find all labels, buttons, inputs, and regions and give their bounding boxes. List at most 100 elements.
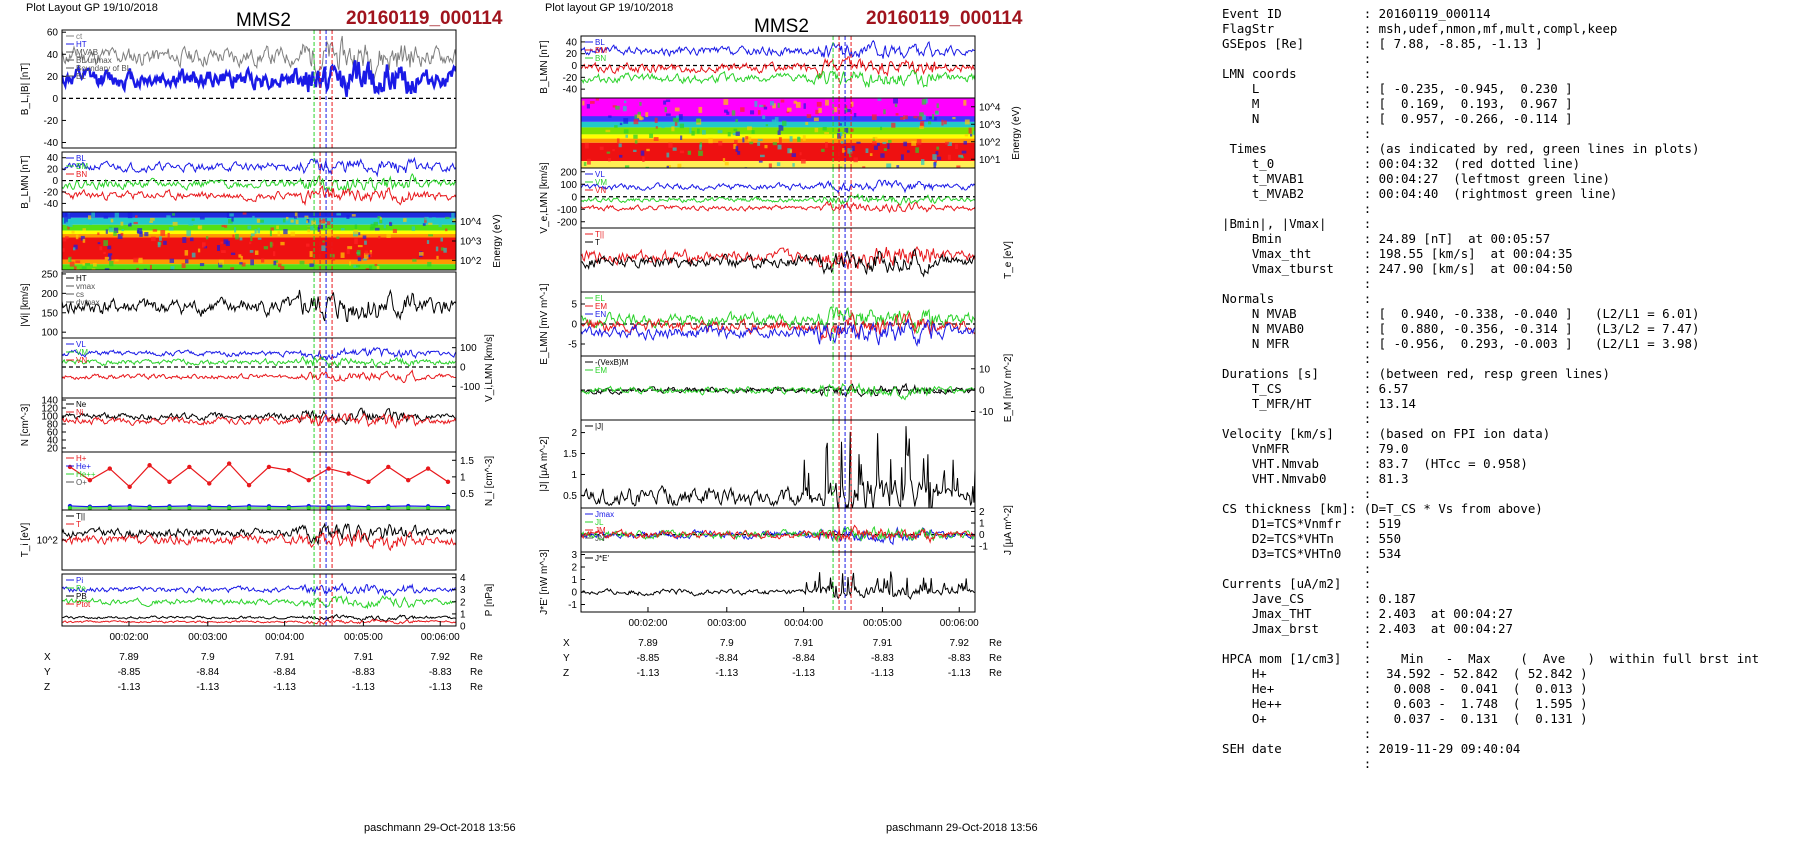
spectrogram-pixel xyxy=(886,163,892,168)
spectrogram-pixel xyxy=(152,229,158,232)
spectrogram-pixel xyxy=(356,249,361,256)
series-line xyxy=(581,201,975,214)
x-tick-label: 00:04:00 xyxy=(265,632,304,643)
spectrogram-pixel xyxy=(427,261,432,267)
spectrogram-pixel xyxy=(941,119,944,126)
series-line xyxy=(581,69,975,89)
spectrogram-pixel xyxy=(697,167,702,168)
spectrogram-pixel xyxy=(97,242,101,245)
spectrogram-pixel xyxy=(958,154,963,158)
panel-frame xyxy=(580,551,976,613)
summary-line: FlagStr : msh,udef,nmon,mf,mult,compl,ke… xyxy=(1222,21,1618,36)
spectrogram-pixel xyxy=(842,148,845,153)
summary-line: Durations [s] : (between red, resp green… xyxy=(1222,366,1610,381)
spectrogram-pixel xyxy=(250,233,255,237)
spectrogram-pixel xyxy=(844,107,848,113)
coord-row-name: Y xyxy=(44,667,51,678)
spectrogram-pixel xyxy=(278,263,282,268)
spectrogram-pixel xyxy=(806,114,812,119)
spectrogram-pixel xyxy=(699,144,702,150)
spectrogram-pixel xyxy=(934,157,938,163)
spectrogram-pixel xyxy=(426,240,430,244)
legend-label: BL unmax xyxy=(76,56,112,65)
spectrogram-pixel xyxy=(655,126,658,129)
spectrogram-pixel xyxy=(674,107,680,112)
spectrogram-pixel xyxy=(747,136,752,142)
summary-line: CS thickness [km]: (D=T_CS * Vs from abo… xyxy=(1222,501,1543,516)
spectrogram-pixel xyxy=(205,236,209,240)
coord-unit: Re xyxy=(989,668,1002,679)
panel-frame xyxy=(580,167,976,229)
legend-label: Pi xyxy=(76,576,83,585)
y-tick-label: 10^3 xyxy=(979,120,1001,131)
spectrogram-pixel xyxy=(919,112,924,117)
spectrogram-pixel xyxy=(280,266,285,270)
spectrogram-pixel xyxy=(149,220,153,223)
spectrogram-pixel xyxy=(85,263,91,266)
spectrogram-pixel xyxy=(68,256,72,262)
spectrogram-pixel xyxy=(679,123,685,129)
spectrogram-band xyxy=(581,134,975,139)
spectrogram-pixel xyxy=(749,141,754,145)
series-line xyxy=(62,618,456,625)
y-tick-label: 0 xyxy=(571,61,577,72)
spectrogram-pixel xyxy=(608,115,612,118)
spectrogram-pixel xyxy=(844,105,848,109)
spectrogram-pixel xyxy=(634,140,638,144)
legend-label: dvmax xyxy=(76,298,100,307)
data-point xyxy=(107,466,112,471)
spectrogram-pixel xyxy=(616,138,620,144)
spectrogram-pixel xyxy=(336,236,340,240)
spectrogram-pixel xyxy=(364,240,367,245)
summary-line: |Bmin|, |Vmax| : xyxy=(1222,216,1372,231)
data-point xyxy=(266,464,272,470)
spectrogram-pixel xyxy=(358,232,361,236)
summary-line: He++ : 0.603 - 1.748 ( 1.595 ) xyxy=(1222,696,1588,711)
coord-unit: Re xyxy=(989,638,1002,649)
spectrogram-pixel xyxy=(928,116,932,119)
spectrogram-pixel xyxy=(340,252,345,258)
spectrogram-pixel xyxy=(893,98,898,104)
left-plot-header: Plot Layout GP 19/10/2018 xyxy=(26,2,158,14)
spectrogram-pixel xyxy=(67,226,70,230)
y-tick-label: 20 xyxy=(47,444,59,455)
spectrogram-pixel xyxy=(445,216,450,220)
spectrogram-pixel xyxy=(62,238,67,242)
y-tick-label: -200 xyxy=(557,217,577,228)
spectrogram-pixel xyxy=(701,130,706,135)
spectrogram-pixel xyxy=(723,99,729,105)
spectrogram-pixel xyxy=(668,142,673,148)
spectrogram-pixel xyxy=(843,138,846,142)
series-line xyxy=(62,529,456,552)
spectrogram-pixel xyxy=(290,231,296,237)
spectrogram-pixel xyxy=(250,259,254,266)
y-tick-label: 0 xyxy=(571,320,577,331)
series-line xyxy=(581,56,975,79)
spectrogram-pixel xyxy=(614,125,618,128)
spectrogram-pixel xyxy=(82,263,85,266)
legend-label: Ne xyxy=(76,400,87,409)
spectrogram-pixel xyxy=(71,230,75,234)
spectrogram-pixel xyxy=(143,268,147,270)
spectrogram-pixel xyxy=(622,105,627,112)
spectrogram-pixel xyxy=(378,235,381,239)
legend-label: VN xyxy=(595,186,606,195)
summary-line: : xyxy=(1222,126,1372,141)
y-tick-label: 3 xyxy=(460,585,466,596)
y-tick-label: 40 xyxy=(47,50,59,61)
spectrogram-pixel xyxy=(751,130,755,134)
spectrogram-pixel xyxy=(640,150,645,156)
spectrogram-pixel xyxy=(347,246,353,250)
spectrogram-pixel xyxy=(900,154,904,160)
series-line xyxy=(581,248,975,278)
y-tick-label: 2 xyxy=(571,428,577,439)
left-footer: paschmann 29-Oct-2018 13:56 xyxy=(364,822,516,834)
data-point xyxy=(226,505,232,510)
legend-label: O+ xyxy=(76,478,87,487)
coord-value: 7.92 xyxy=(431,652,451,663)
panel-frame xyxy=(61,397,457,453)
spectrogram-pixel xyxy=(191,252,196,258)
spectrogram-pixel xyxy=(311,220,316,225)
y-tick-label: 5 xyxy=(571,300,577,311)
spectrogram-pixel xyxy=(273,251,276,257)
